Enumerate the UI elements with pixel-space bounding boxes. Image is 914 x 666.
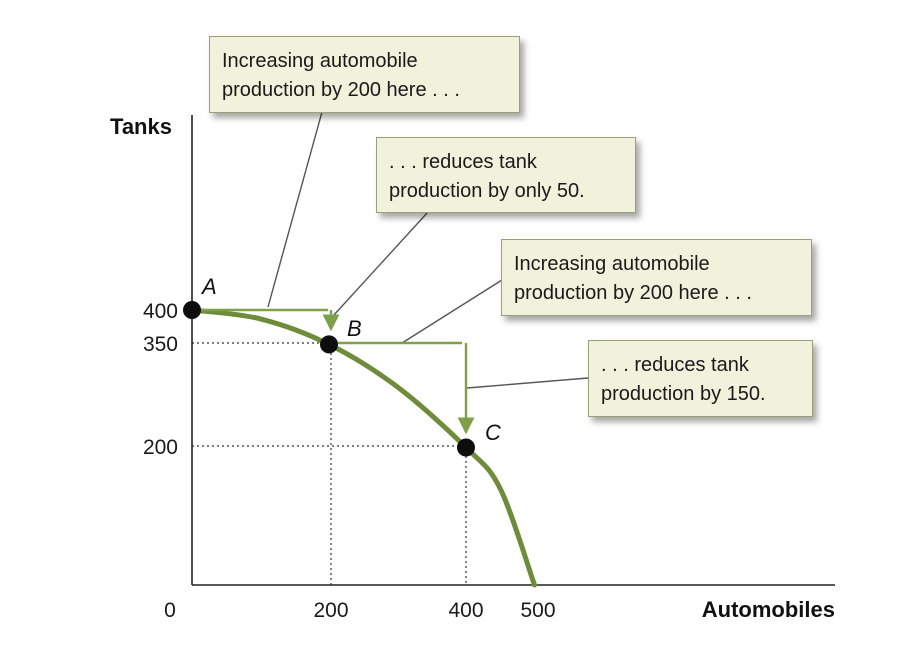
axes: [191, 115, 835, 586]
y-tick-label: 400: [143, 300, 178, 323]
leader-line-4: [466, 377, 589, 389]
change-arrows: [196, 308, 475, 435]
ppf-curve: [189, 307, 537, 588]
callout-line: production by 150.: [601, 383, 766, 405]
callout-line: production by only 50.: [389, 180, 585, 202]
leader-line-2: [332, 211, 429, 317]
callout-line: Increasing automobile: [222, 50, 418, 72]
callout-auto-increase-1: Increasing automobile production by 200 …: [209, 36, 520, 113]
point-label-a: A: [200, 274, 217, 299]
point-c: [457, 438, 475, 457]
callout-line: Increasing automobile: [514, 253, 710, 275]
guide-lines: [192, 342, 467, 585]
x-tick-label: 400: [448, 599, 483, 622]
callout-auto-increase-2: Increasing automobile production by 200 …: [501, 239, 812, 316]
point-b: [320, 335, 338, 354]
callout-line: . . . reduces tank: [601, 354, 749, 376]
point-label-b: B: [347, 316, 362, 341]
callout-line: . . . reduces tank: [389, 151, 537, 173]
x-tick-labels: 0 200 400 500: [164, 599, 555, 622]
x-axis-title: Automobiles: [702, 597, 835, 622]
x-tick-label: 0: [164, 599, 176, 622]
callout-leader-lines: [267, 111, 589, 389]
callout-line: production by 200 here . . .: [514, 282, 752, 304]
callout-tank-decrease-1: . . . reduces tank production by only 50…: [376, 137, 636, 213]
y-axis-title: Tanks: [110, 114, 172, 139]
y-tick-label: 350: [143, 333, 178, 356]
y-tick-label: 200: [143, 436, 178, 459]
x-tick-label: 500: [520, 599, 555, 622]
callout-line: production by 200 here . . .: [222, 79, 460, 101]
y-tick-labels: 400 350 200: [143, 300, 178, 459]
leader-line-1: [267, 111, 323, 308]
point-a: [183, 301, 201, 319]
callout-tank-decrease-2: . . . reduces tank production by 150.: [588, 340, 813, 417]
x-tick-label: 200: [313, 599, 348, 622]
point-label-c: C: [485, 420, 501, 445]
curve-points: [183, 301, 475, 457]
leader-line-3: [401, 279, 503, 344]
